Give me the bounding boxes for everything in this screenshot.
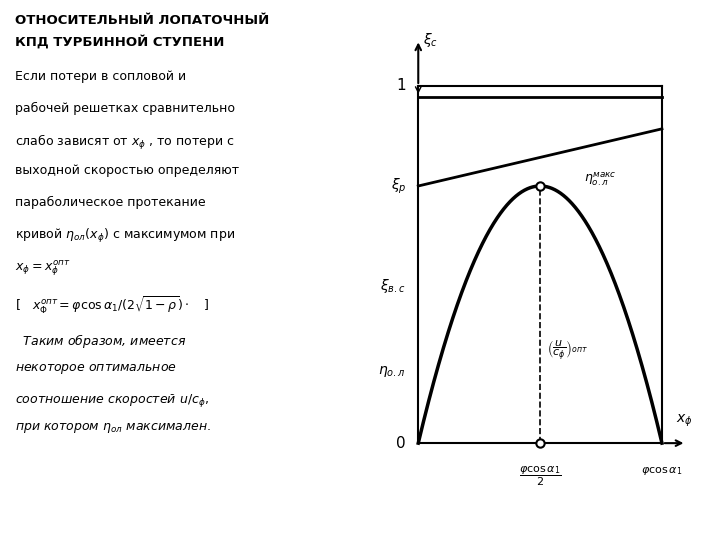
Text: $\eta^{макс}_{о.л}$: $\eta^{макс}_{о.л}$ [584, 170, 616, 187]
Text: рабочей решетках сравнительно: рабочей решетках сравнительно [15, 102, 235, 114]
Text: $\mathit{соотношение\ скоростей}\ u/c_\phi,$: $\mathit{соотношение\ скоростей}\ u/c_\p… [15, 392, 209, 409]
Text: $\mathit{некоторое\ оптимальное}$: $\mathit{некоторое\ оптимальное}$ [15, 362, 177, 376]
Text: 1: 1 [397, 78, 406, 93]
Text: $x_\phi$: $x_\phi$ [675, 413, 692, 429]
Text: $\xi_{в.с}$: $\xi_{в.с}$ [380, 277, 406, 295]
Text: $\varphi \cos\alpha_1$: $\varphi \cos\alpha_1$ [642, 464, 683, 477]
Text: $\left(\dfrac{u}{c_\phi}\right)_{опт}$: $\left(\dfrac{u}{c_\phi}\right)_{опт}$ [547, 339, 588, 362]
Text: ОТНОСИТЕЛЬНЫЙ ЛОПАТОЧНЫЙ: ОТНОСИТЕЛЬНЫЙ ЛОПАТОЧНЫЙ [15, 14, 269, 26]
Text: $\mathit{при\ котором}\ \eta_{ол}\ \mathit{максимален.}$: $\mathit{при\ котором}\ \eta_{ол}\ \math… [15, 421, 211, 435]
Text: 0: 0 [397, 436, 406, 451]
Text: $\xi_p$: $\xi_p$ [390, 177, 406, 195]
Text: кривой $\eta_{ол}(x_\phi)$ с максимумом при: кривой $\eta_{ол}(x_\phi)$ с максимумом … [15, 227, 235, 245]
Text: $\eta_{о.л}$: $\eta_{о.л}$ [379, 364, 406, 379]
Text: Таким образом, $\mathit{имеется}$: Таким образом, $\mathit{имеется}$ [15, 332, 186, 350]
Text: КПД ТУРБИННОЙ СТУПЕНИ: КПД ТУРБИННОЙ СТУПЕНИ [15, 35, 225, 49]
Text: $\xi_c$: $\xi_c$ [423, 31, 438, 49]
Text: слабо зависят от $x_\phi$ , то потери с: слабо зависят от $x_\phi$ , то потери с [15, 133, 235, 152]
Text: Если потери в сопловой и: Если потери в сопловой и [15, 70, 186, 83]
Text: $x_\phi = x_\phi^{опт}$: $x_\phi = x_\phi^{опт}$ [15, 258, 71, 278]
Text: выходной скоростью определяют: выходной скоростью определяют [15, 164, 239, 177]
Text: $[ \quad x_\Phi^{опт} = \varphi \cos \alpha_1 / (2\sqrt{1-\rho})\cdot \quad ]$: $[ \quad x_\Phi^{опт} = \varphi \cos \al… [15, 294, 209, 315]
Text: $\dfrac{\varphi \cos\alpha_1}{2}$: $\dfrac{\varphi \cos\alpha_1}{2}$ [519, 464, 562, 488]
Text: параболическое протекание: параболическое протекание [15, 195, 206, 208]
